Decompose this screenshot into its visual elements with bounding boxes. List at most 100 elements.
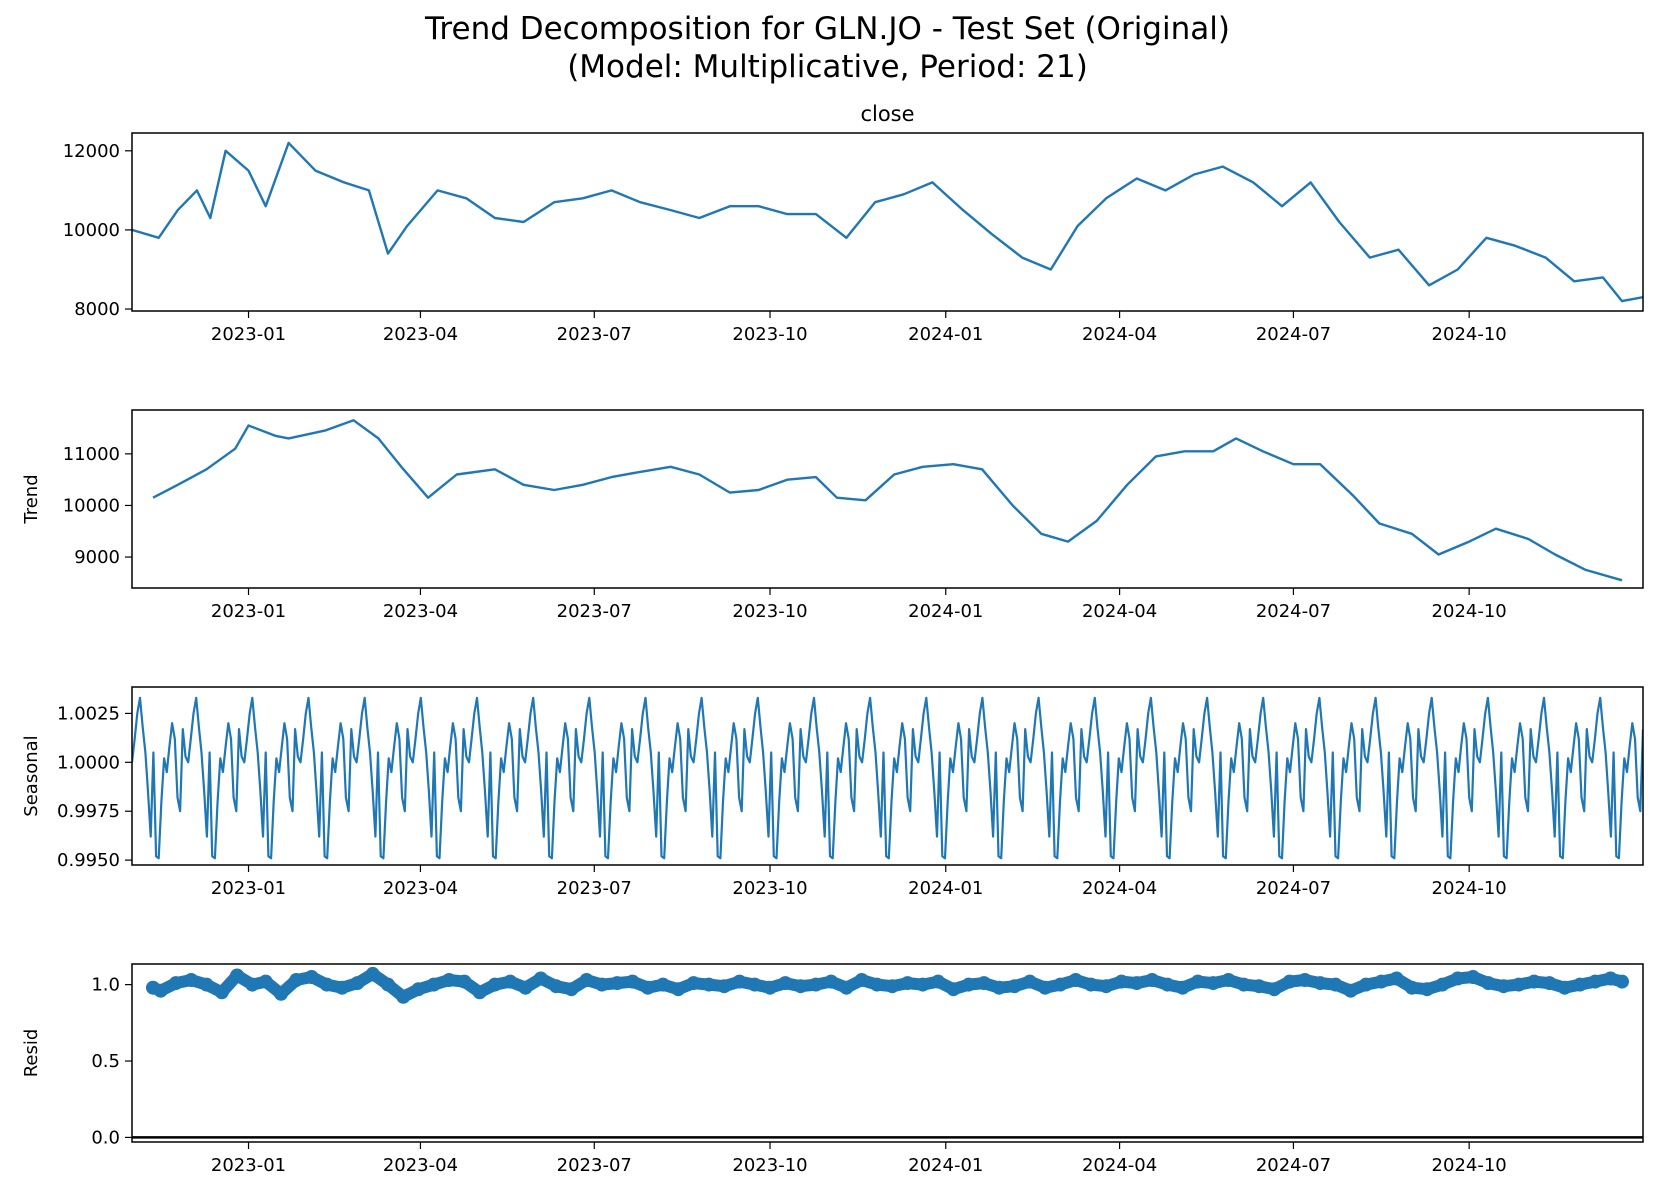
resid-point (1190, 974, 1205, 989)
resid-point (640, 980, 655, 995)
x-tick-label: 2024-07 (1256, 878, 1331, 899)
resid-point (350, 976, 365, 991)
resid-point (304, 970, 319, 984)
y-tick-label: 1.0 (91, 975, 120, 996)
data-layer (146, 966, 1629, 1004)
resid-point (900, 976, 915, 991)
resid-point (579, 973, 594, 987)
resid-point (518, 980, 533, 995)
y-tick-label: 0.9975 (57, 801, 120, 822)
x-tick-label: 2023-01 (211, 324, 286, 345)
x-tick-label: 2024-04 (1082, 601, 1157, 622)
x-tick-label: 2024-10 (1432, 324, 1507, 345)
resid-point (319, 977, 334, 992)
resid-point (824, 974, 839, 989)
resid-point (1466, 970, 1480, 984)
resid-point (1603, 971, 1618, 986)
resid-point (931, 974, 946, 989)
resid-point (274, 986, 288, 1001)
resid-point (258, 974, 273, 989)
resid-point (732, 974, 747, 989)
x-tick-label: 2024-04 (1082, 324, 1157, 345)
resid-point (1404, 980, 1419, 995)
panel-1: 2023-01 2023-04 2023-07 2023-10 2024-01 2024-… (63, 102, 1644, 345)
resid-point (1420, 982, 1435, 997)
resid-point (426, 977, 441, 992)
resid-point (1022, 974, 1037, 989)
x-tick-label: 2024-07 (1256, 324, 1331, 345)
x-tick-label: 2024-10 (1432, 1155, 1507, 1176)
x-tick-label: 2023-07 (557, 324, 632, 345)
resid-point (1068, 973, 1083, 987)
resid-point (701, 977, 716, 992)
axes-frame (131, 686, 1644, 866)
resid-point (1527, 974, 1542, 989)
data-layer (152, 419, 1623, 582)
resid-point (1542, 976, 1557, 991)
resid-point (214, 985, 229, 1000)
resid-point (1359, 977, 1373, 992)
x-tick-label: 2023-07 (557, 601, 632, 622)
series-line (132, 141, 1643, 303)
resid-point (381, 977, 395, 992)
resid-point (961, 977, 976, 992)
resid-point (1450, 971, 1465, 986)
x-tick-label: 2023-10 (732, 601, 807, 622)
x-tick-label: 2023-04 (383, 878, 458, 899)
resid-point (686, 976, 701, 991)
x-tick-label: 2024-01 (908, 1155, 983, 1176)
x-tick-label: 2024-04 (1082, 1155, 1157, 1176)
resid-point (168, 976, 183, 991)
x-tick-label: 2024-10 (1432, 878, 1507, 899)
resid-point (1007, 979, 1022, 994)
resid-point (870, 977, 884, 992)
resid-point (1221, 973, 1236, 987)
y-axis-label: Trend (21, 474, 42, 524)
resid-point (625, 974, 640, 989)
resid-point (915, 977, 930, 992)
resid-point (564, 982, 579, 997)
resid-point (1557, 980, 1572, 995)
x-tick-label: 2023-04 (383, 1155, 458, 1176)
y-tick-label: 0.5 (91, 1051, 120, 1072)
resid-point (1252, 979, 1266, 994)
resid-point (610, 976, 625, 991)
x-tick-label: 2023-10 (732, 1155, 807, 1176)
y-tick-label: 0.9950 (57, 850, 120, 871)
resid-point (594, 977, 609, 992)
data-layer (132, 141, 1643, 303)
resid-point (1313, 976, 1328, 991)
resid-point (747, 977, 762, 992)
resid-point (472, 985, 487, 1000)
resid-point (365, 966, 380, 981)
panel-title: close (860, 102, 914, 126)
x-tick-label: 2024-01 (908, 601, 983, 622)
resid-point (1206, 976, 1221, 991)
resid-point (1114, 974, 1129, 989)
figure-title-line2: (Model: Multiplicative, Period: 21) (567, 49, 1088, 85)
y-tick-label: 0.0 (91, 1127, 120, 1148)
resid-point (1481, 976, 1496, 991)
resid-point (1236, 977, 1251, 992)
resid-point (885, 979, 900, 994)
resid-point (1615, 974, 1629, 989)
x-tick-label: 2024-04 (1082, 878, 1157, 899)
axes-frame (131, 963, 1644, 1143)
resid-point (1328, 977, 1343, 992)
resid-point (808, 977, 823, 992)
resid-point (793, 979, 808, 994)
resid-point (854, 973, 869, 987)
x-tick-label: 2024-01 (908, 878, 983, 899)
y-tick-label: 10000 (63, 495, 120, 516)
y-tick-label: 8000 (74, 299, 120, 320)
resid-point (656, 977, 670, 992)
resid-point (1038, 980, 1053, 995)
x-tick-label: 2023-10 (732, 324, 807, 345)
resid-point (153, 983, 168, 998)
figure-title-line1: Trend Decomposition for GLN.JO - Test Se… (425, 11, 1230, 47)
resid-point (245, 977, 260, 992)
y-tick-label: 1.0000 (57, 752, 120, 773)
resid-point (1435, 977, 1450, 992)
panel-3: 2023-01 2023-04 2023-07 2023-10 2024-01 2024-… (21, 686, 1644, 899)
